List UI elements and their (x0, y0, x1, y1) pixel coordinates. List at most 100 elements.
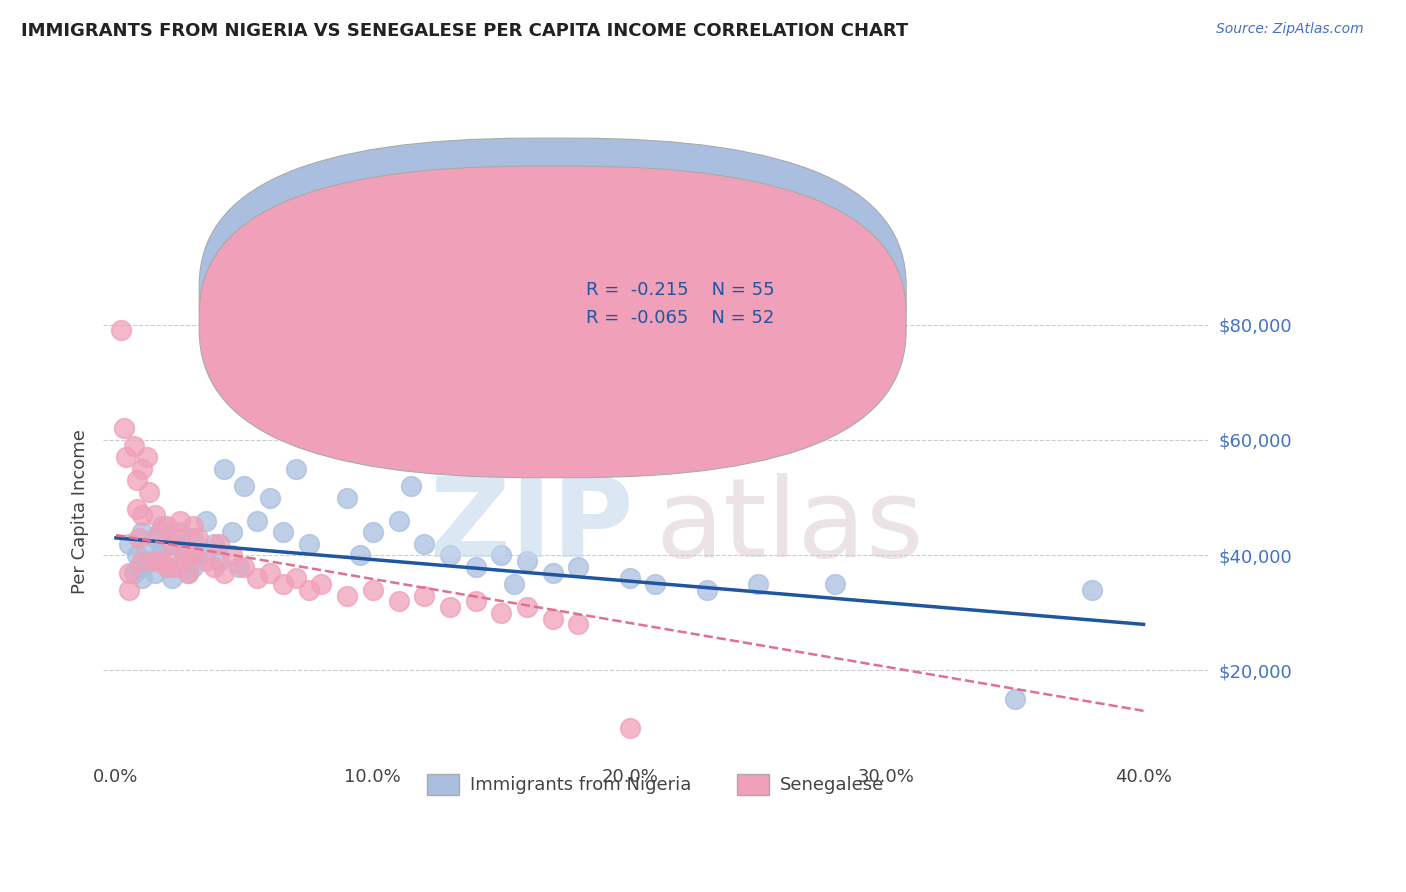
Point (233, 479, 256, 493)
Point (503, 577, 526, 591)
Point (169, 531, 191, 545)
Point (181, 548, 204, 562)
Point (177, 566, 200, 580)
Point (143, 554, 166, 568)
Point (212, 461, 235, 475)
Point (259, 491, 281, 505)
Point (118, 537, 141, 551)
Point (118, 566, 141, 580)
Point (131, 508, 153, 522)
Text: R =  -0.215    N = 55: R = -0.215 N = 55 (586, 281, 775, 299)
Point (212, 566, 235, 580)
Point (150, 519, 173, 533)
Point (187, 548, 209, 562)
Point (150, 554, 173, 568)
Point (174, 548, 197, 562)
Point (131, 525, 153, 540)
Point (138, 554, 160, 568)
Point (221, 548, 243, 562)
Point (128, 531, 150, 545)
Point (361, 525, 384, 540)
Point (143, 531, 166, 545)
Point (1081, 582, 1104, 597)
Point (187, 531, 209, 545)
Point (401, 479, 423, 493)
Text: R =  -0.065    N = 52: R = -0.065 N = 52 (586, 309, 775, 327)
Point (747, 577, 769, 591)
Point (413, 589, 436, 603)
Point (177, 566, 200, 580)
Point (128, 559, 150, 574)
Point (284, 571, 307, 585)
Point (125, 473, 148, 487)
Point (491, 606, 513, 620)
Point (156, 559, 179, 574)
Point (181, 531, 204, 545)
Point (162, 571, 184, 585)
Point (156, 559, 179, 574)
Point (387, 514, 409, 528)
Point (311, 577, 333, 591)
Point (135, 450, 157, 465)
Point (131, 571, 153, 585)
Point (696, 582, 718, 597)
Point (169, 525, 191, 540)
Point (349, 548, 371, 562)
Point (439, 548, 461, 562)
Point (336, 589, 359, 603)
Point (298, 582, 321, 597)
Point (169, 514, 191, 528)
Point (284, 461, 307, 475)
Point (221, 525, 243, 540)
Point (567, 617, 589, 632)
Point (125, 502, 148, 516)
Point (439, 600, 461, 615)
Point (824, 577, 846, 591)
Text: atlas: atlas (655, 473, 924, 580)
Point (516, 554, 538, 568)
FancyBboxPatch shape (512, 277, 876, 351)
Point (619, 721, 641, 735)
Point (156, 537, 179, 551)
Point (149, 525, 172, 540)
Point (202, 537, 225, 551)
Point (1004, 692, 1026, 706)
Point (464, 594, 486, 608)
Point (567, 559, 589, 574)
Y-axis label: Per Capita Income: Per Capita Income (72, 430, 89, 594)
Point (336, 491, 359, 505)
Point (541, 612, 564, 626)
Point (619, 571, 641, 585)
Point (271, 525, 294, 540)
Point (644, 577, 666, 591)
Point (110, 323, 132, 337)
Point (208, 537, 231, 551)
Point (174, 554, 197, 568)
Text: Source: ZipAtlas.com: Source: ZipAtlas.com (1216, 22, 1364, 37)
Point (311, 386, 333, 401)
Point (202, 559, 225, 574)
Point (138, 484, 160, 499)
Point (271, 577, 294, 591)
Point (194, 514, 217, 528)
Point (541, 566, 564, 580)
Point (246, 571, 269, 585)
Point (115, 450, 138, 465)
Point (149, 548, 172, 562)
Point (181, 519, 204, 533)
Point (464, 559, 486, 574)
Point (125, 548, 148, 562)
Point (143, 566, 166, 580)
Text: IMMIGRANTS FROM NIGERIA VS SENEGALESE PER CAPITA INCOME CORRELATION CHART: IMMIGRANTS FROM NIGERIA VS SENEGALESE PE… (21, 22, 908, 40)
Point (135, 542, 157, 557)
Point (233, 559, 256, 574)
Point (118, 582, 141, 597)
Point (387, 594, 409, 608)
Point (194, 554, 217, 568)
Point (162, 537, 184, 551)
Point (413, 537, 436, 551)
Text: ZIP: ZIP (430, 473, 633, 580)
Point (122, 566, 145, 580)
Point (169, 542, 191, 557)
Point (112, 421, 135, 435)
